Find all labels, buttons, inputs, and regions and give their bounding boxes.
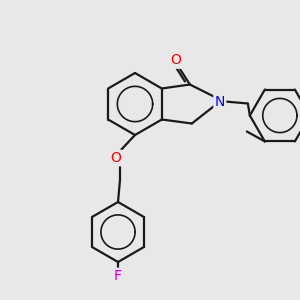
Text: N: N — [215, 94, 225, 109]
Text: O: O — [111, 151, 122, 165]
Text: F: F — [114, 269, 122, 283]
Text: O: O — [170, 53, 181, 68]
